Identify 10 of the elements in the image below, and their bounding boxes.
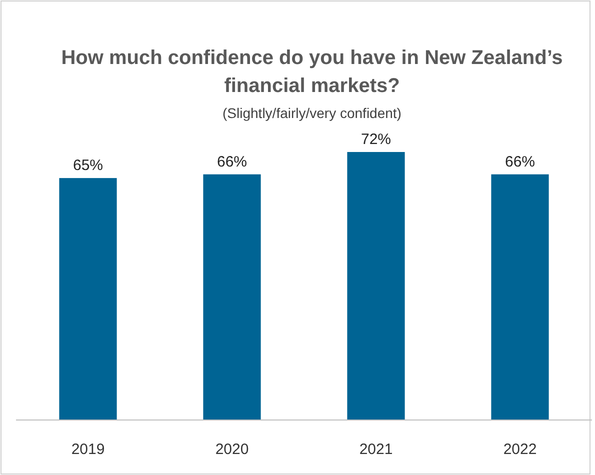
data-label: 66% <box>504 153 536 170</box>
data-label: 66% <box>216 153 248 170</box>
x-tick-label: 2021 <box>359 441 393 458</box>
data-label: 72% <box>360 131 392 148</box>
chart-title: How much confidence do you have in New Zealand’s financial markets? <box>61 47 563 97</box>
x-tick-label: 2022 <box>503 441 537 458</box>
chart-subtitle: (Slightly/fairly/very confident) <box>222 105 402 121</box>
x-tick-label: 2019 <box>71 441 105 458</box>
x-tick-label: 2020 <box>215 441 249 458</box>
data-label: 65% <box>72 157 104 174</box>
